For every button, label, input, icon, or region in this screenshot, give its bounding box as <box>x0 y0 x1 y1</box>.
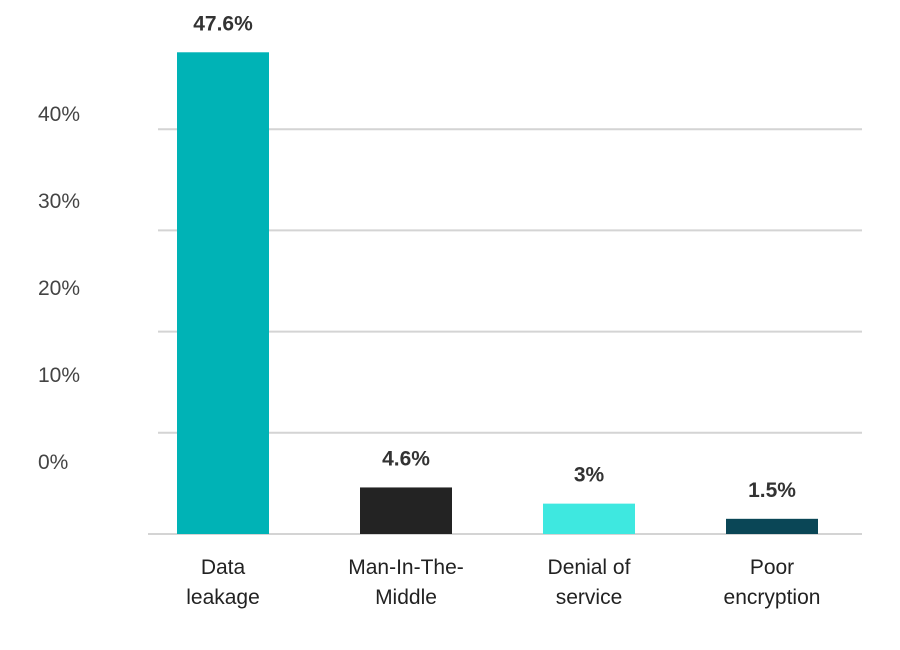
x-tick-label: Middle <box>375 586 437 609</box>
y-tick-label: 30% <box>38 190 80 213</box>
data-label: 1.5% <box>748 479 796 502</box>
y-tick-label: 20% <box>38 277 80 300</box>
x-tick-label: service <box>556 586 623 609</box>
x-tick-label: leakage <box>186 586 260 609</box>
bar <box>177 52 269 535</box>
bar <box>360 487 452 534</box>
y-tick-label: 10% <box>38 364 80 387</box>
x-tick-label: Poor <box>750 556 794 579</box>
x-tick-label: encryption <box>724 586 821 609</box>
x-tick-label: Denial of <box>548 556 631 579</box>
bar <box>726 518 818 534</box>
data-label: 47.6% <box>193 12 253 35</box>
y-tick-label: 40% <box>38 103 80 126</box>
x-tick-label: Data <box>201 556 246 579</box>
data-label: 4.6% <box>382 447 430 470</box>
x-tick-label: Man-In-The- <box>348 556 464 579</box>
bar <box>543 503 635 534</box>
data-label: 3% <box>574 464 605 487</box>
y-tick-label: 0% <box>38 451 68 474</box>
